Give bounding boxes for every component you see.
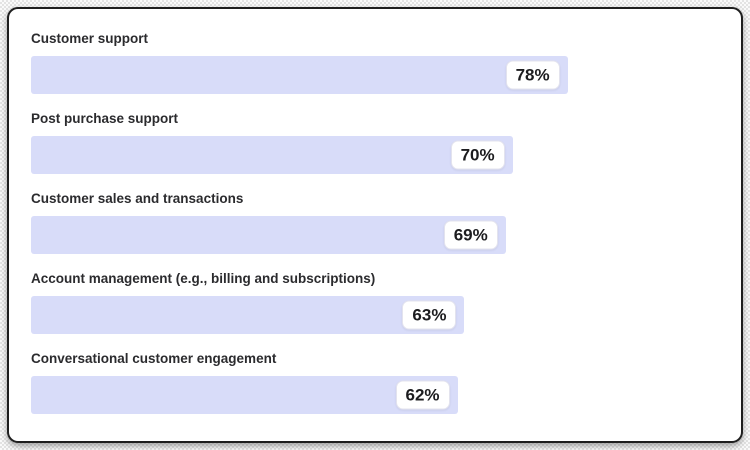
bar-track: 70%	[31, 136, 719, 174]
bar: 69%	[31, 216, 506, 254]
category-label: Account management (e.g., billing and su…	[31, 271, 376, 286]
category-label: Customer sales and transactions	[31, 191, 244, 206]
category-label: Customer support	[31, 31, 149, 46]
bar-row: Conversational customer engagement 62%	[31, 350, 719, 414]
bar-row: Customer sales and transactions 69%	[31, 190, 719, 254]
bar-row: Customer support 78%	[31, 30, 719, 94]
bar-track: 63%	[31, 296, 719, 334]
bar: 62%	[31, 376, 458, 414]
bar-row: Post purchase support 70%	[31, 110, 719, 174]
chart-card: Customer support 78% Post purchase suppo…	[7, 7, 743, 443]
bar-track: 78%	[31, 56, 719, 94]
bar: 70%	[31, 136, 513, 174]
value-badge: 69%	[443, 220, 498, 250]
category-label: Post purchase support	[31, 111, 179, 126]
bar-track: 62%	[31, 376, 719, 414]
category-label: Conversational customer engagement	[31, 351, 277, 366]
value-badge: 62%	[395, 380, 450, 410]
bar: 78%	[31, 56, 568, 94]
bar: 63%	[31, 296, 465, 334]
bar-track: 69%	[31, 216, 719, 254]
value-badge: 63%	[402, 300, 457, 330]
value-badge: 78%	[505, 60, 560, 90]
bar-row: Account management (e.g., billing and su…	[31, 270, 719, 334]
value-badge: 70%	[450, 140, 505, 170]
